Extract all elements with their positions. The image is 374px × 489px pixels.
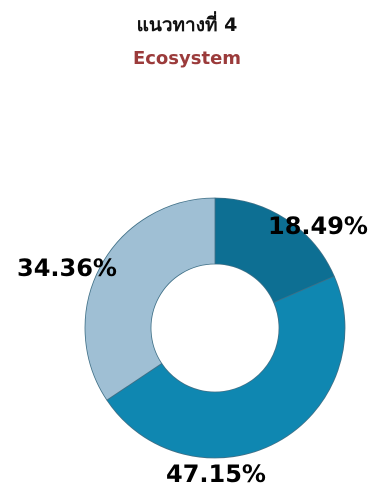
chart-subtitle: Ecosystem bbox=[132, 48, 242, 69]
chart-title: แนวทางที่ 4 bbox=[136, 14, 238, 36]
donut-slice-3 bbox=[84, 197, 216, 401]
slice-label-3: 34.36% bbox=[17, 254, 117, 282]
slice-label-1: 18.49% bbox=[268, 212, 368, 240]
slice-label-2: 47.15% bbox=[166, 460, 266, 488]
donut-slice-2 bbox=[106, 275, 346, 459]
